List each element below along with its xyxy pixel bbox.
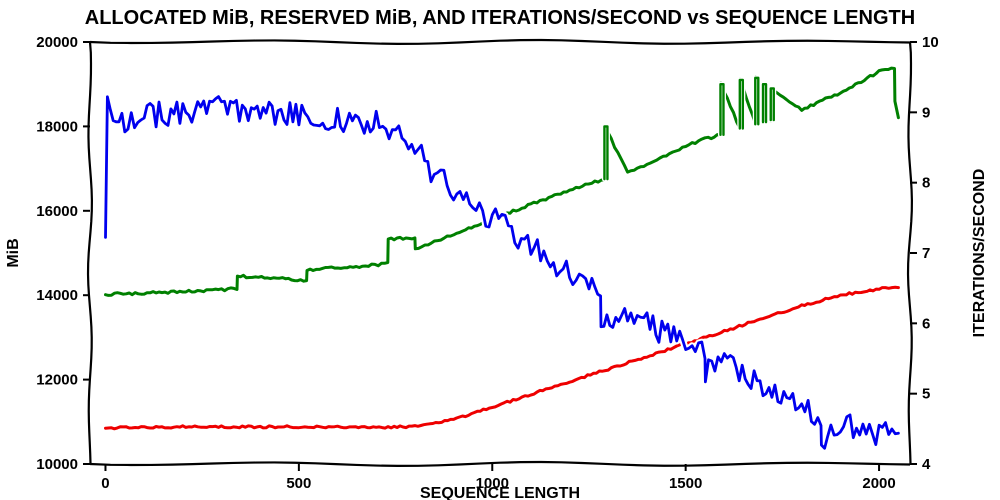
y-left-tick-label: 10000 — [36, 456, 78, 473]
series-allocated_mib — [106, 287, 899, 429]
y-left-axis-label: MiB — [5, 238, 22, 267]
y-left-tick-label: 14000 — [36, 287, 78, 304]
y-left-tick-label: 18000 — [36, 118, 78, 135]
x-tick-label: 1500 — [669, 475, 702, 492]
x-tick-label: 0 — [101, 475, 109, 492]
y-left-tick-label: 12000 — [36, 372, 78, 389]
x-tick-label: 2000 — [862, 475, 895, 492]
axis-spine-bottom — [90, 462, 910, 466]
x-tick-label: 500 — [286, 475, 311, 492]
y-right-tick-label: 8 — [922, 175, 930, 192]
series-halo-iterations_per_second — [106, 97, 899, 449]
chart-title: ALLOCATED MiB, RESERVED MiB, AND ITERATI… — [85, 7, 915, 29]
y-right-tick-label: 9 — [922, 104, 930, 121]
y-right-tick-label: 5 — [922, 386, 930, 403]
y-left-tick-label: 20000 — [36, 34, 78, 51]
plot-area — [106, 68, 899, 448]
x-axis-label: SEQUENCE LENGTH — [420, 485, 580, 500]
dual-axis-line-chart: ALLOCATED MiB, RESERVED MiB, AND ITERATI… — [0, 0, 1000, 500]
axis-spine-left — [88, 42, 92, 464]
y-right-axis-label: ITERATIONS/SECOND — [971, 169, 988, 338]
y-right-tick-label: 4 — [922, 456, 931, 473]
y-right-tick-label: 10 — [922, 34, 939, 51]
y-right-tick-label: 7 — [922, 245, 930, 262]
y-left-tick-label: 16000 — [36, 203, 78, 220]
series-halo-allocated_mib — [106, 287, 899, 429]
y-right-tick-label: 6 — [922, 315, 930, 332]
axis-spine-top — [90, 40, 910, 44]
